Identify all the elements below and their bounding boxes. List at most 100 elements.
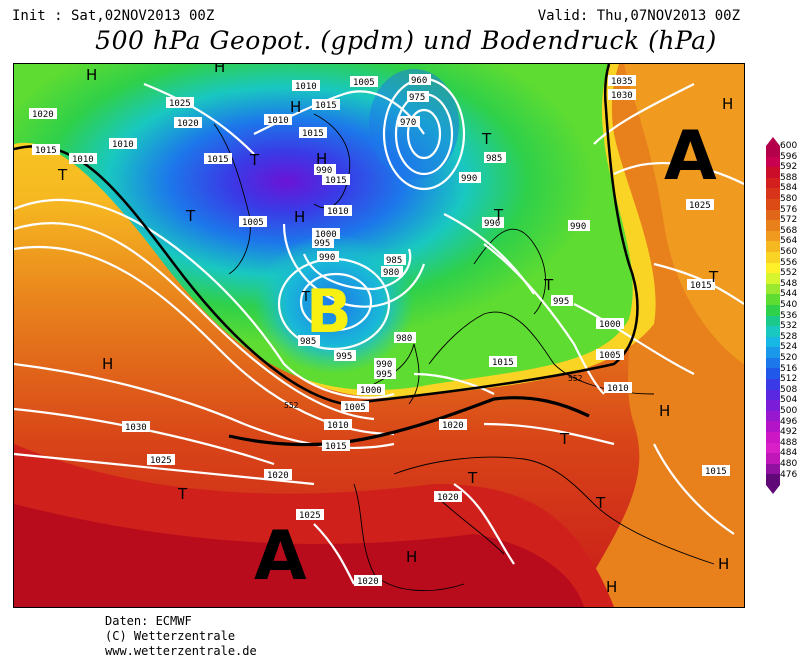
isobars (14, 77, 744, 585)
color-scale-tick: 508 (780, 384, 798, 395)
isobar-label: 995 (314, 239, 330, 249)
isobar-label: 985 (486, 154, 502, 164)
isobar-label: 1000 (315, 230, 337, 240)
isobar-label: 980 (396, 334, 412, 344)
color-scale-tick: 480 (780, 459, 798, 469)
isobar-label: 1005 (242, 218, 264, 228)
isobar-label: 1020 (442, 421, 464, 431)
isobar-label: 1010 (72, 155, 94, 165)
color-scale-tick: 532 (780, 321, 798, 332)
credits-copyright: (C) Wetterzentrale (105, 629, 236, 643)
isobar-label: 1020 (357, 577, 379, 587)
isobar-label: 980 (383, 268, 399, 278)
color-scale-tick: 484 (780, 448, 798, 459)
color-scale-tick: 556 (780, 257, 798, 268)
low-symbol: T (185, 207, 196, 225)
hot-core-south (14, 504, 584, 607)
color-scale-swatch (766, 177, 780, 189)
color-scale-swatch (766, 294, 780, 305)
color-scale-swatch (766, 156, 780, 168)
isobar-label: 1010 (327, 207, 349, 217)
high-symbol: H (290, 98, 301, 116)
low-symbol: T (249, 151, 260, 169)
color-scale-swatch (766, 410, 780, 422)
isobar-label: 1030 (611, 91, 633, 101)
color-scale-tick: 564 (780, 236, 798, 247)
isobar-label: 960 (411, 76, 427, 86)
contour-552 (14, 64, 639, 406)
color-scale-tick: 568 (780, 225, 798, 236)
color-scale-swatch (766, 336, 780, 348)
isobar-label: 1010 (327, 421, 349, 431)
color-scale-tick: 596 (780, 151, 798, 162)
isobar-label-group: 1020 1015 1010 1010 1025 1020 1015 1010 … (29, 74, 730, 587)
high-symbol: H (659, 402, 670, 420)
weather-map: 1020 1015 1010 1010 1025 1020 1015 1010 … (13, 63, 745, 608)
cutoff-low-area (254, 234, 414, 374)
isobar-label: 1015 (325, 442, 347, 452)
color-scale-tick: 524 (780, 342, 798, 353)
color-scale-swatch (766, 262, 780, 274)
color-scale-swatch (766, 368, 780, 380)
credits-website: www.wetterzentrale.de (105, 644, 257, 658)
isobar-label: 1010 (607, 384, 629, 394)
color-scale-segments (766, 146, 780, 485)
color-scale (766, 137, 780, 494)
color-scale-swatch (766, 220, 780, 231)
color-scale-tick: 492 (780, 427, 798, 438)
high-symbol: H (606, 578, 617, 596)
color-scale-tick: 592 (780, 162, 798, 173)
isobar-label: 1015 (492, 358, 514, 368)
isobar-label: 990 (376, 360, 392, 370)
color-scale-tick: 588 (780, 172, 798, 183)
color-scale-tick: 512 (780, 374, 798, 385)
color-scale-swatch (766, 463, 780, 475)
color-scale-swatch (766, 251, 780, 263)
color-scale-swatch (766, 230, 780, 242)
jet-axis-line (228, 396, 590, 447)
high-symbol: H (718, 555, 729, 573)
credits-data-source: Daten: ECMWF (105, 614, 192, 628)
isobar-label: 990 (316, 166, 332, 176)
color-scale-tick: 540 (780, 300, 798, 310)
color-scale-swatch (766, 389, 780, 401)
isobar-label: 985 (386, 256, 402, 266)
color-scale-tick: 504 (780, 395, 798, 406)
color-scale-swatch (766, 432, 780, 443)
isobar-label: 1020 (32, 110, 54, 120)
isobar-label: 1010 (112, 140, 134, 150)
isobar-label: 1025 (150, 456, 172, 466)
high-symbol: H (722, 95, 733, 113)
color-scale-tick: 560 (780, 247, 798, 257)
isobar-label: 1025 (169, 99, 191, 109)
color-scale-swatch (766, 209, 780, 221)
isobar-label: 1015 (325, 176, 347, 186)
high-center-letter-east: A (664, 117, 717, 196)
low-center-letter: B (306, 277, 352, 347)
isobar-label: 1015 (302, 129, 324, 139)
color-scale-tick: 476 (780, 469, 798, 480)
color-scale-swatch (766, 442, 780, 454)
color-scale-tick: 516 (780, 363, 798, 374)
color-scale-swatch (766, 273, 780, 284)
low-symbol: T (177, 485, 188, 503)
color-scale-tick: 584 (780, 183, 798, 194)
isobar-label: 1010 (267, 116, 289, 126)
isobar-label: 1015 (35, 146, 57, 156)
color-scale-tick: 500 (780, 406, 798, 416)
low-symbol: T (493, 206, 504, 224)
color-scale-swatch (766, 241, 780, 252)
color-scale-tick: 548 (780, 278, 798, 289)
isobar-label: 990 (319, 253, 335, 263)
color-scale-swatch (766, 474, 780, 485)
isobar-label: 995 (376, 370, 392, 380)
isobar-label: 990 (461, 174, 477, 184)
isobar-label: 995 (553, 297, 569, 307)
color-scale-swatch (766, 304, 780, 316)
high-symbol: H (316, 150, 327, 168)
init-time-label: Init : Sat,02NOV2013 00Z (12, 8, 215, 24)
low-symbol: T (559, 430, 570, 448)
credits: Daten: ECMWF (C) Wetterzentrale www.wett… (105, 614, 257, 659)
isobar-label: 1000 (599, 320, 621, 330)
color-scale-tick: 496 (780, 416, 798, 427)
